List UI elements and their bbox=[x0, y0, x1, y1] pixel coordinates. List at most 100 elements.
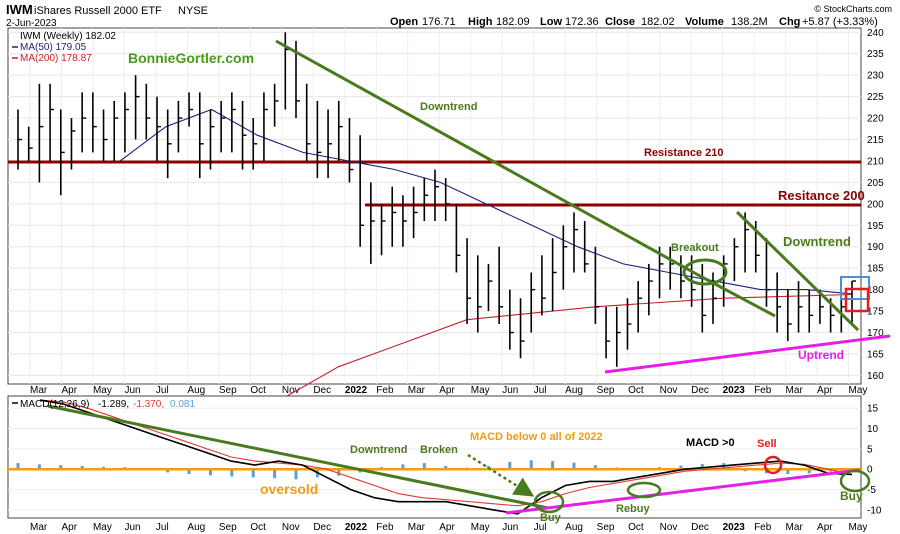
sell-label: Sell bbox=[757, 438, 777, 450]
low-value: 172.36 bbox=[565, 16, 599, 28]
macd-x-tick: Jun bbox=[124, 522, 140, 533]
open-label: Open bbox=[390, 16, 418, 28]
macd-uptrend-line bbox=[505, 468, 861, 515]
macd-x-tick: May bbox=[849, 522, 868, 533]
macd-x-tick: Sep bbox=[597, 522, 615, 533]
price-bar bbox=[316, 100, 322, 179]
price-bar bbox=[17, 109, 22, 170]
buy-label-1: Buy bbox=[540, 512, 562, 524]
symbol-label: IWM bbox=[6, 2, 33, 17]
breakout-label: Breakout bbox=[671, 242, 719, 254]
price-bar bbox=[327, 109, 333, 179]
price-bar bbox=[819, 289, 824, 324]
watermark-text: BonnieGortler.com bbox=[128, 50, 254, 66]
price-bar bbox=[648, 263, 653, 316]
buy-ellipse-1 bbox=[533, 490, 565, 514]
macd-legend-v3: 0.081 bbox=[170, 399, 195, 410]
price-bars bbox=[17, 32, 856, 367]
broken-arrow bbox=[467, 453, 535, 497]
price-bar bbox=[188, 92, 194, 127]
price-bar bbox=[455, 203, 461, 273]
macd-x-tick: Apr bbox=[817, 522, 833, 533]
macd-x-tick: Oct bbox=[628, 522, 644, 533]
macd-x-axis: Mar Apr May Jun Jul Aug Sep Oct Nov Dec 2022 Feb Mar… bbox=[30, 522, 867, 533]
price-bar bbox=[412, 186, 418, 239]
price-x-tick: Nov bbox=[660, 385, 678, 396]
macd-histogram-bar bbox=[337, 469, 341, 476]
price-y-tick: 185 bbox=[867, 264, 884, 275]
signal-line bbox=[39, 399, 853, 507]
price-bar bbox=[241, 100, 247, 170]
price-x-tick: Feb bbox=[376, 385, 394, 396]
macd-x-tick: Nov bbox=[660, 522, 678, 533]
price-x-tick: Jul bbox=[156, 385, 169, 396]
volume-label: Volume bbox=[685, 16, 724, 28]
macd-downtrend-line bbox=[47, 404, 549, 510]
price-bar bbox=[305, 83, 311, 161]
price-x-tick: Jun bbox=[124, 385, 140, 396]
ma200-legend: MA(200) 178.87 bbox=[20, 53, 92, 64]
macd-panel bbox=[7, 395, 862, 519]
macd-y-tick: 10 bbox=[867, 424, 879, 435]
price-bar bbox=[38, 83, 44, 183]
macd-histogram-bar bbox=[572, 462, 576, 470]
price-bar bbox=[658, 246, 664, 299]
price-bar bbox=[701, 263, 707, 333]
price-bar bbox=[722, 255, 728, 307]
price-y-tick: 160 bbox=[867, 371, 884, 382]
macd-x-tick: Oct bbox=[250, 522, 266, 533]
macd-x-tick: Feb bbox=[754, 522, 772, 533]
price-bar bbox=[156, 96, 161, 161]
price-x-tick: May bbox=[849, 385, 868, 396]
macd-x-tick: Apr bbox=[439, 522, 455, 533]
price-y-tick: 215 bbox=[867, 135, 884, 146]
price-bar bbox=[220, 100, 226, 153]
macd-y-tick: 0 bbox=[867, 465, 873, 476]
downtrend-line-1 bbox=[275, 39, 701, 278]
macd-histogram-bar bbox=[529, 460, 533, 470]
volume-value: 138.2M bbox=[731, 16, 768, 28]
chg-label: Chg bbox=[779, 16, 800, 28]
price-bar bbox=[594, 246, 600, 324]
buy-label-2: Buy bbox=[840, 489, 863, 503]
price-x-tick: Mar bbox=[30, 385, 48, 396]
price-bar bbox=[776, 272, 782, 333]
price-bar bbox=[273, 83, 279, 127]
price-y-axis: 160 165 170 175 180 185 190 195 200 205 210 215 220 2… bbox=[867, 28, 884, 382]
price-x-tick: Mar bbox=[786, 385, 804, 396]
brand-label: © StockCharts.com bbox=[814, 4, 892, 14]
price-x-tick: Nov bbox=[282, 385, 300, 396]
price-x-tick: Sep bbox=[597, 385, 615, 396]
price-y-tick: 180 bbox=[867, 285, 884, 296]
price-y-tick: 210 bbox=[867, 156, 884, 167]
buy-ellipse-2 bbox=[839, 469, 871, 493]
macd-y-tick: 15 bbox=[867, 404, 879, 415]
macd-histogram-bar bbox=[80, 465, 84, 470]
macd-x-tick: Jul bbox=[156, 522, 169, 533]
macd-histogram-bar bbox=[422, 463, 426, 470]
price-bar bbox=[487, 263, 493, 312]
price-bar bbox=[498, 246, 504, 324]
open-value: 176.71 bbox=[422, 16, 456, 28]
price-bar bbox=[733, 238, 739, 282]
price-x-tick: Dec bbox=[313, 385, 331, 396]
price-bar bbox=[402, 195, 407, 247]
price-bar bbox=[444, 178, 450, 222]
macd-histogram-bar bbox=[593, 465, 597, 470]
price-bar bbox=[370, 182, 375, 264]
price-x-tick: Oct bbox=[628, 385, 644, 396]
macd-histogram-bar bbox=[444, 465, 448, 470]
price-bar bbox=[92, 92, 97, 153]
macd-x-tick: May bbox=[471, 522, 490, 533]
price-bar bbox=[337, 100, 343, 161]
price-bar bbox=[787, 289, 792, 342]
high-label: High bbox=[468, 16, 493, 28]
macd-histogram-bar bbox=[679, 465, 683, 470]
macd-y-tick: -5 bbox=[867, 485, 876, 496]
price-bar bbox=[231, 92, 236, 153]
uptrend-label: Uptrend bbox=[798, 348, 844, 362]
price-y-tick: 205 bbox=[867, 178, 884, 189]
price-bar bbox=[562, 225, 568, 290]
macd-x-tick: Jun bbox=[502, 522, 518, 533]
price-bar bbox=[102, 109, 108, 161]
